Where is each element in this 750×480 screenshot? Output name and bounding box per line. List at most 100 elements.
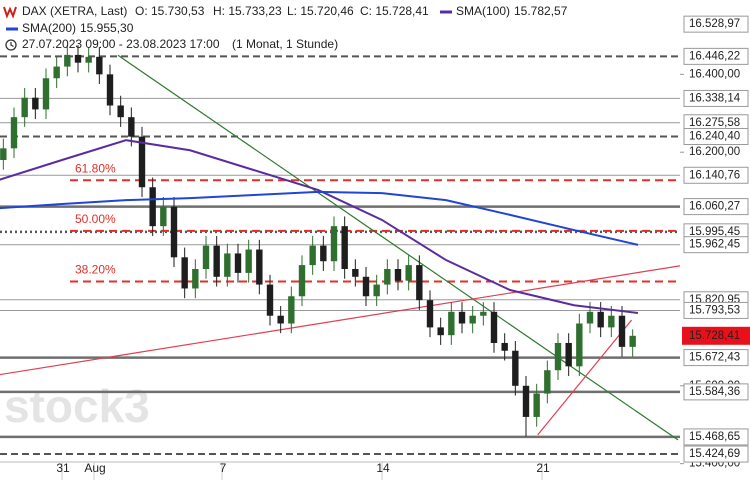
candle-body [309, 245, 316, 266]
candle-body [373, 284, 380, 297]
candle-body [128, 117, 135, 137]
candle-body [608, 315, 615, 328]
level-label: 16.446,22 [689, 50, 740, 62]
level-label-box [683, 445, 749, 463]
candle-body [213, 245, 220, 277]
candle-body [64, 54, 71, 67]
ohlc-open: O: 15.730,53 [135, 4, 205, 18]
candle-body [394, 269, 402, 281]
trend-line [537, 319, 633, 436]
candle-body [42, 78, 50, 110]
level-label: 16.275,58 [689, 117, 740, 129]
x-tick-label: 7 [220, 461, 227, 475]
candle-body [21, 97, 28, 118]
last-price-box [682, 326, 750, 345]
clock-icon [5, 39, 17, 51]
plot-layer [0, 45, 639, 437]
candle-body [298, 265, 306, 297]
watermark: stock3 [4, 380, 150, 432]
level-label: 16.060,27 [689, 201, 740, 213]
sma-line [0, 139, 639, 314]
candle-body [234, 253, 242, 273]
candle-body [192, 269, 199, 289]
candle-body [480, 311, 487, 316]
candle-body [85, 56, 92, 63]
candle-body [170, 206, 178, 258]
background-layer: stock3 [4, 380, 150, 432]
level-label-box [683, 198, 749, 216]
candle-body [405, 265, 412, 281]
candle-body [586, 311, 594, 324]
candle-body [202, 245, 210, 270]
candle-body [416, 265, 423, 301]
candle-body [117, 105, 124, 118]
level-label-box [683, 428, 749, 446]
sma-line [0, 190, 639, 246]
candle-body [352, 269, 359, 277]
level-label: 15.584,36 [689, 386, 740, 398]
candle-body [554, 342, 562, 371]
candle-body [149, 187, 156, 227]
candle-body [629, 335, 636, 347]
legend-value: 15.955,30 [80, 21, 134, 35]
x-tick-label: 31 [56, 461, 70, 475]
level-label: 15.995,45 [689, 226, 740, 238]
y-tick-label: 16.400,00 [689, 68, 740, 80]
trend-line [117, 54, 679, 441]
candle-body [597, 311, 604, 328]
level-label: 15.793,53 [689, 304, 740, 316]
candle-body [53, 66, 60, 79]
level-label-box [683, 236, 749, 254]
date-range: 27.07.2023 09:00 - 23.08.2023 17:00 [22, 37, 220, 51]
legend-swatch [6, 27, 18, 31]
level-label: 16.240,40 [689, 131, 740, 143]
level-label-box [683, 47, 749, 65]
ohlc-low: L: 15.720,46 [287, 4, 354, 18]
candle-body [330, 226, 338, 262]
candle-body [490, 311, 498, 343]
level-label: 15.962,45 [689, 239, 740, 251]
level-label: 16.140,76 [689, 169, 740, 181]
level-label-box [683, 349, 749, 367]
level-label: 16.528,97 [689, 18, 740, 30]
level-label-box [683, 15, 749, 33]
candle-body [288, 296, 295, 324]
level-layer: 61.80% 50.00% 38.20% [0, 54, 748, 456]
candle-body [0, 148, 7, 160]
level-label-box [683, 89, 749, 107]
candle-body [618, 315, 626, 347]
level-label-box [683, 383, 749, 401]
candle-body [362, 276, 370, 297]
candle-body [576, 323, 583, 367]
candle-body [138, 136, 146, 188]
level-label: 15.672,43 [689, 352, 740, 364]
candle-body [160, 206, 167, 227]
legend-swatch [440, 10, 452, 14]
ohlc-high: H: 15.733,23 [213, 4, 282, 18]
candle-body [501, 342, 508, 351]
instrument-icon [3, 6, 17, 19]
candle-body [469, 315, 476, 324]
level-label: 16.338,14 [689, 92, 741, 104]
x-tick-label: 21 [536, 461, 550, 475]
header: DAX (XETRA, Last) O: 15.730,53 H: 15.733… [3, 4, 568, 51]
candle-body [256, 249, 263, 285]
candle-body [437, 327, 444, 336]
legend-name: SMA(100) [456, 4, 510, 18]
level-label-box [683, 127, 749, 145]
candle-body [533, 393, 540, 417]
candle-body [341, 226, 348, 270]
level-label-box [683, 301, 749, 319]
candle-body [458, 311, 466, 324]
candle-body [512, 350, 519, 386]
candle-body [277, 315, 284, 324]
candle-body [96, 56, 103, 75]
instrument-icon-path [3, 6, 17, 19]
level-label: 15.424,69 [689, 448, 740, 460]
candle-body [245, 249, 252, 273]
level-label-box [683, 166, 749, 184]
clock-hand [10, 42, 14, 48]
instrument: DAX (XETRA, Last) [22, 4, 127, 18]
